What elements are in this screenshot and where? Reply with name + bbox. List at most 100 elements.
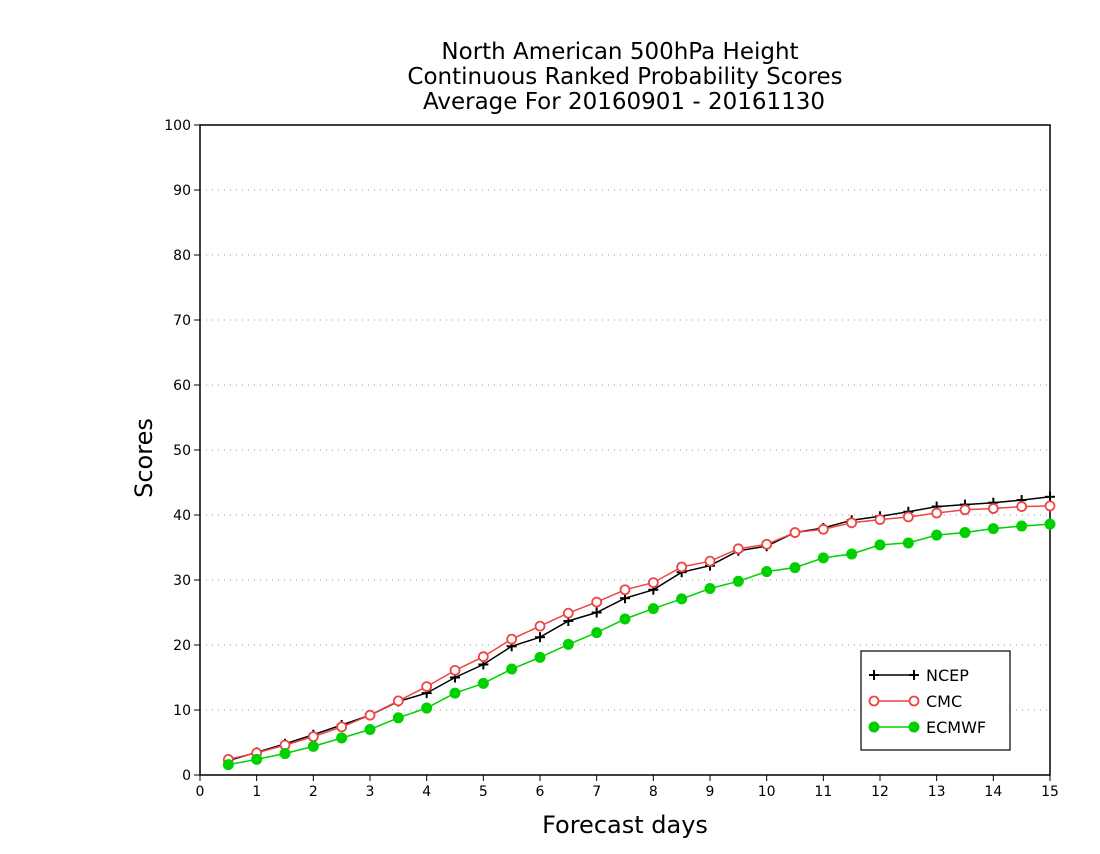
data-point-ecmwf bbox=[761, 566, 773, 578]
legend-marker-ncep bbox=[909, 670, 919, 680]
legend: NCEP CMC ECMWF bbox=[860, 650, 1011, 751]
legend-marker-cmc bbox=[868, 695, 880, 707]
data-point-cmc bbox=[874, 514, 886, 525]
data-point-cmc bbox=[534, 620, 546, 632]
data-point-ecmwf bbox=[647, 603, 659, 615]
data-point-ecmwf bbox=[562, 638, 574, 650]
data-point-ecmwf bbox=[449, 687, 461, 699]
legend-marker-ncep bbox=[869, 670, 879, 680]
data-point-ecmwf bbox=[931, 529, 943, 541]
data-point-cmc bbox=[364, 709, 376, 721]
x-tick-label: 4 bbox=[422, 784, 431, 800]
x-tick-label: 6 bbox=[536, 784, 545, 800]
data-point-cmc bbox=[931, 507, 943, 519]
y-tick-label: 10 bbox=[173, 703, 191, 719]
data-point-cmc bbox=[477, 651, 489, 663]
data-point-ncep bbox=[591, 607, 602, 618]
x-tick-label: 3 bbox=[366, 784, 375, 800]
data-point-ecmwf bbox=[279, 748, 291, 760]
data-point-ecmwf bbox=[1016, 520, 1028, 532]
x-tick-label: 7 bbox=[592, 784, 601, 800]
data-point-ecmwf bbox=[676, 593, 688, 605]
legend-item-ecmwf: ECMWF bbox=[868, 718, 986, 737]
data-point-ecmwf bbox=[959, 527, 971, 539]
y-tick-label: 20 bbox=[173, 638, 191, 654]
data-point-ecmwf bbox=[477, 677, 489, 689]
y-tick-label: 50 bbox=[173, 443, 191, 459]
data-point-ecmwf bbox=[251, 753, 263, 765]
plot-frame bbox=[199, 124, 1051, 776]
x-tick-label: 13 bbox=[928, 784, 946, 800]
y-tick-label: 70 bbox=[173, 313, 191, 329]
data-point-ecmwf bbox=[364, 724, 376, 735]
data-point-cmc bbox=[619, 584, 631, 596]
x-tick-label: 15 bbox=[1041, 784, 1059, 800]
data-point-ecmwf bbox=[506, 663, 518, 675]
data-point-ecmwf bbox=[732, 575, 744, 587]
data-point-cmc bbox=[676, 561, 688, 573]
series-layer bbox=[222, 491, 1056, 771]
data-point-ncep bbox=[1045, 491, 1055, 502]
legend-items: NCEP CMC ECMWF bbox=[868, 666, 986, 737]
data-point-ecmwf bbox=[392, 712, 404, 724]
data-point-cmc bbox=[307, 731, 319, 743]
x-tick-label: 8 bbox=[649, 784, 658, 800]
data-point-ecmwf bbox=[874, 539, 886, 551]
data-point-cmc bbox=[789, 527, 801, 538]
data-point-cmc bbox=[1044, 500, 1056, 512]
x-tick-label: 11 bbox=[814, 784, 832, 800]
chart-title: North American 500hPa Height Continuous … bbox=[407, 39, 842, 115]
data-point-ecmwf bbox=[704, 582, 716, 594]
legend-label-ncep: NCEP bbox=[926, 666, 969, 685]
data-point-cmc bbox=[817, 523, 829, 535]
data-point-ecmwf bbox=[846, 548, 858, 560]
y-tick-label: 100 bbox=[164, 118, 191, 134]
series-ecmwf bbox=[222, 518, 1056, 771]
data-point-ecmwf bbox=[534, 651, 546, 663]
data-point-ecmwf bbox=[902, 537, 914, 549]
x-axis-title: Forecast days bbox=[542, 811, 708, 839]
x-tick-label: 14 bbox=[984, 784, 1002, 800]
data-point-cmc bbox=[1016, 501, 1028, 512]
legend-marker-ecmwf bbox=[908, 721, 920, 733]
x-tick-label: 5 bbox=[479, 784, 488, 800]
y-tick-label: 0 bbox=[182, 768, 191, 784]
legend-label-ecmwf: ECMWF bbox=[926, 718, 986, 737]
x-tick-label: 2 bbox=[309, 784, 318, 800]
series-cmc bbox=[222, 500, 1056, 765]
data-point-ecmwf bbox=[591, 627, 603, 639]
data-point-ecmwf bbox=[307, 740, 319, 752]
x-tick-label: 1 bbox=[252, 784, 261, 800]
data-point-ecmwf bbox=[619, 613, 631, 625]
data-point-cmc bbox=[449, 664, 461, 676]
data-point-cmc bbox=[959, 504, 971, 516]
chart-title-line-1: North American 500hPa Height bbox=[441, 39, 798, 65]
y-tick-label: 80 bbox=[173, 248, 191, 264]
data-point-cmc bbox=[761, 538, 773, 550]
data-point-cmc bbox=[591, 596, 603, 608]
x-tick-label: 0 bbox=[196, 784, 205, 800]
data-point-ecmwf bbox=[336, 732, 348, 744]
data-point-cmc bbox=[732, 543, 744, 555]
data-point-ecmwf bbox=[222, 759, 234, 771]
legend-item-ncep: NCEP bbox=[869, 666, 969, 685]
data-point-ecmwf bbox=[987, 523, 999, 535]
data-point-cmc bbox=[987, 503, 999, 514]
data-point-ecmwf bbox=[789, 562, 801, 574]
data-point-cmc bbox=[704, 555, 716, 567]
y-axis-title: Scores bbox=[130, 418, 158, 498]
data-point-cmc bbox=[562, 607, 574, 619]
data-point-ecmwf bbox=[421, 702, 433, 714]
y-tick-label: 60 bbox=[173, 378, 191, 394]
y-tick-label: 40 bbox=[173, 508, 191, 524]
data-point-ncep bbox=[535, 632, 545, 643]
data-point-ecmwf bbox=[817, 552, 829, 564]
y-tick-label: 90 bbox=[173, 183, 191, 199]
x-tick-label: 9 bbox=[706, 784, 715, 800]
y-tick-label: 30 bbox=[173, 573, 191, 589]
legend-label-cmc: CMC bbox=[926, 692, 962, 711]
legend-marker-cmc bbox=[908, 695, 920, 707]
